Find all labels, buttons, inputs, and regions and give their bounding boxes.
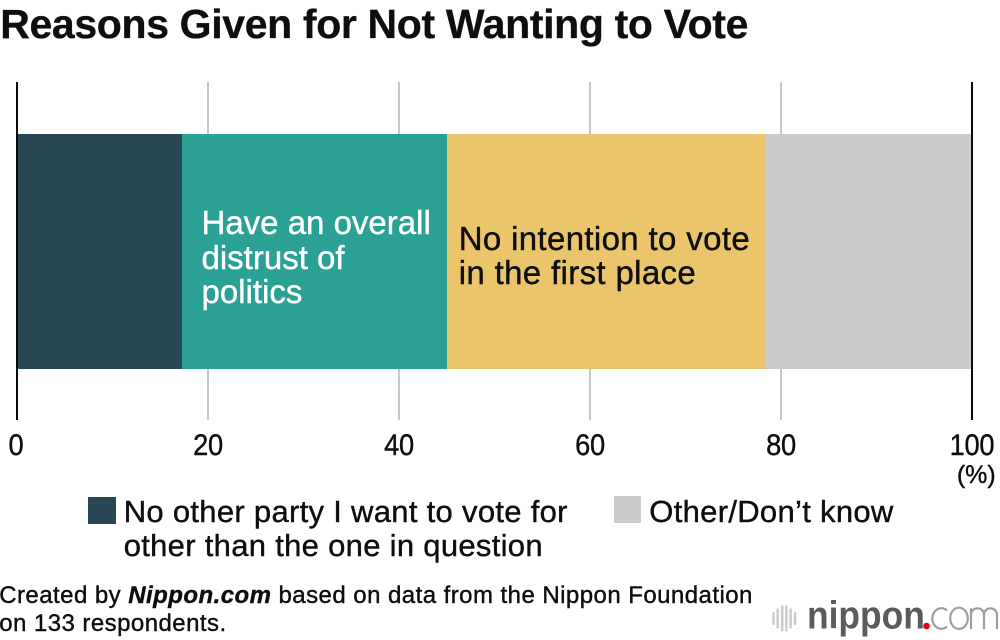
svg-text:nippon: nippon (807, 596, 925, 637)
